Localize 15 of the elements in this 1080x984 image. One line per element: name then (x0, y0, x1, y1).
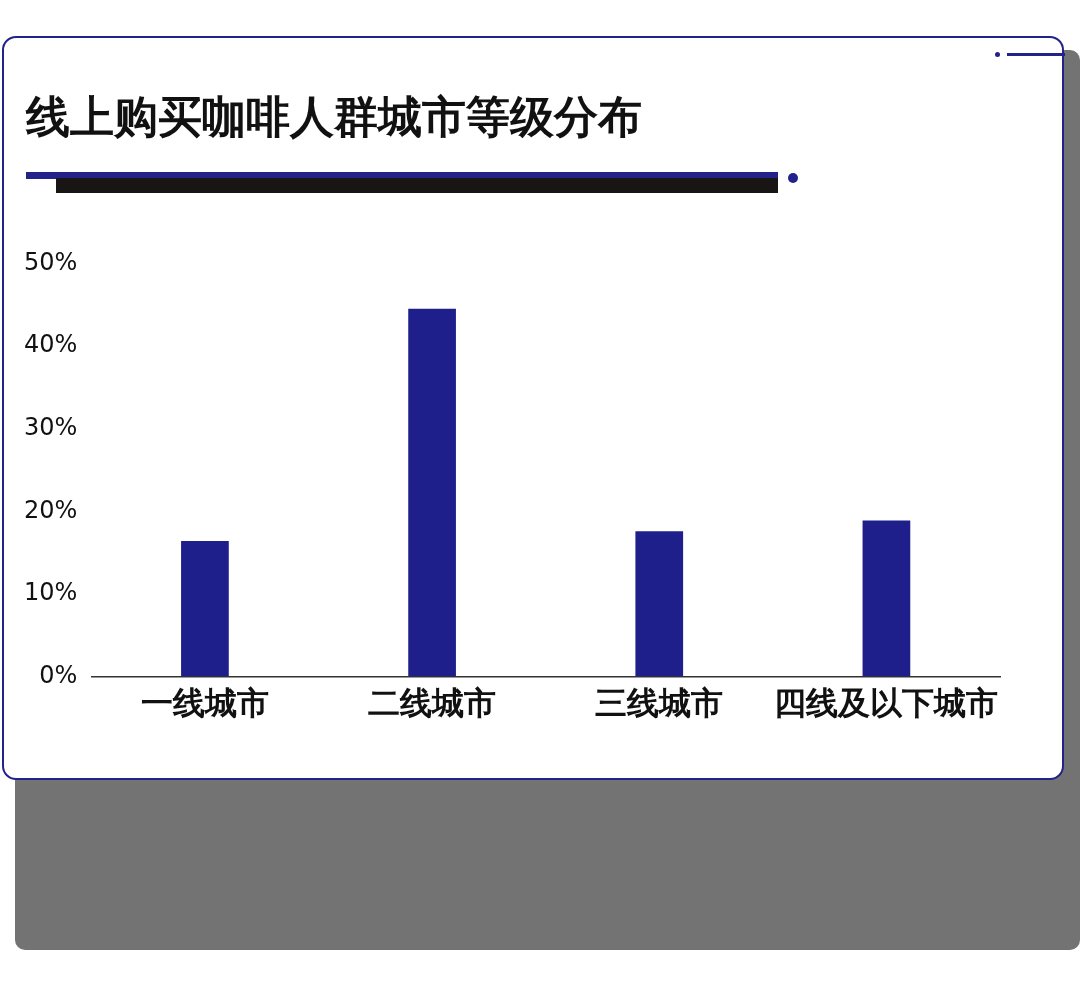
bar (862, 520, 911, 677)
bar (181, 541, 229, 677)
chart-title: 线上购买咖啡人群城市等级分布 (26, 90, 642, 144)
bar (408, 308, 456, 677)
x-tick-label: 一线城市 (140, 684, 269, 723)
y-tick-label: 30% (24, 412, 78, 441)
x-tick-label: 四线及以下城市 (774, 684, 999, 723)
y-tick-label: 0% (39, 660, 78, 689)
x-tick-label: 二线城市 (368, 684, 497, 723)
bar (635, 531, 684, 677)
x-tick-label: 三线城市 (595, 684, 724, 723)
y-tick-label: 20% (24, 495, 78, 524)
y-tick-label: 40% (24, 330, 78, 359)
y-tick-label: 50% (24, 247, 78, 276)
y-tick-label: 10% (24, 578, 78, 607)
